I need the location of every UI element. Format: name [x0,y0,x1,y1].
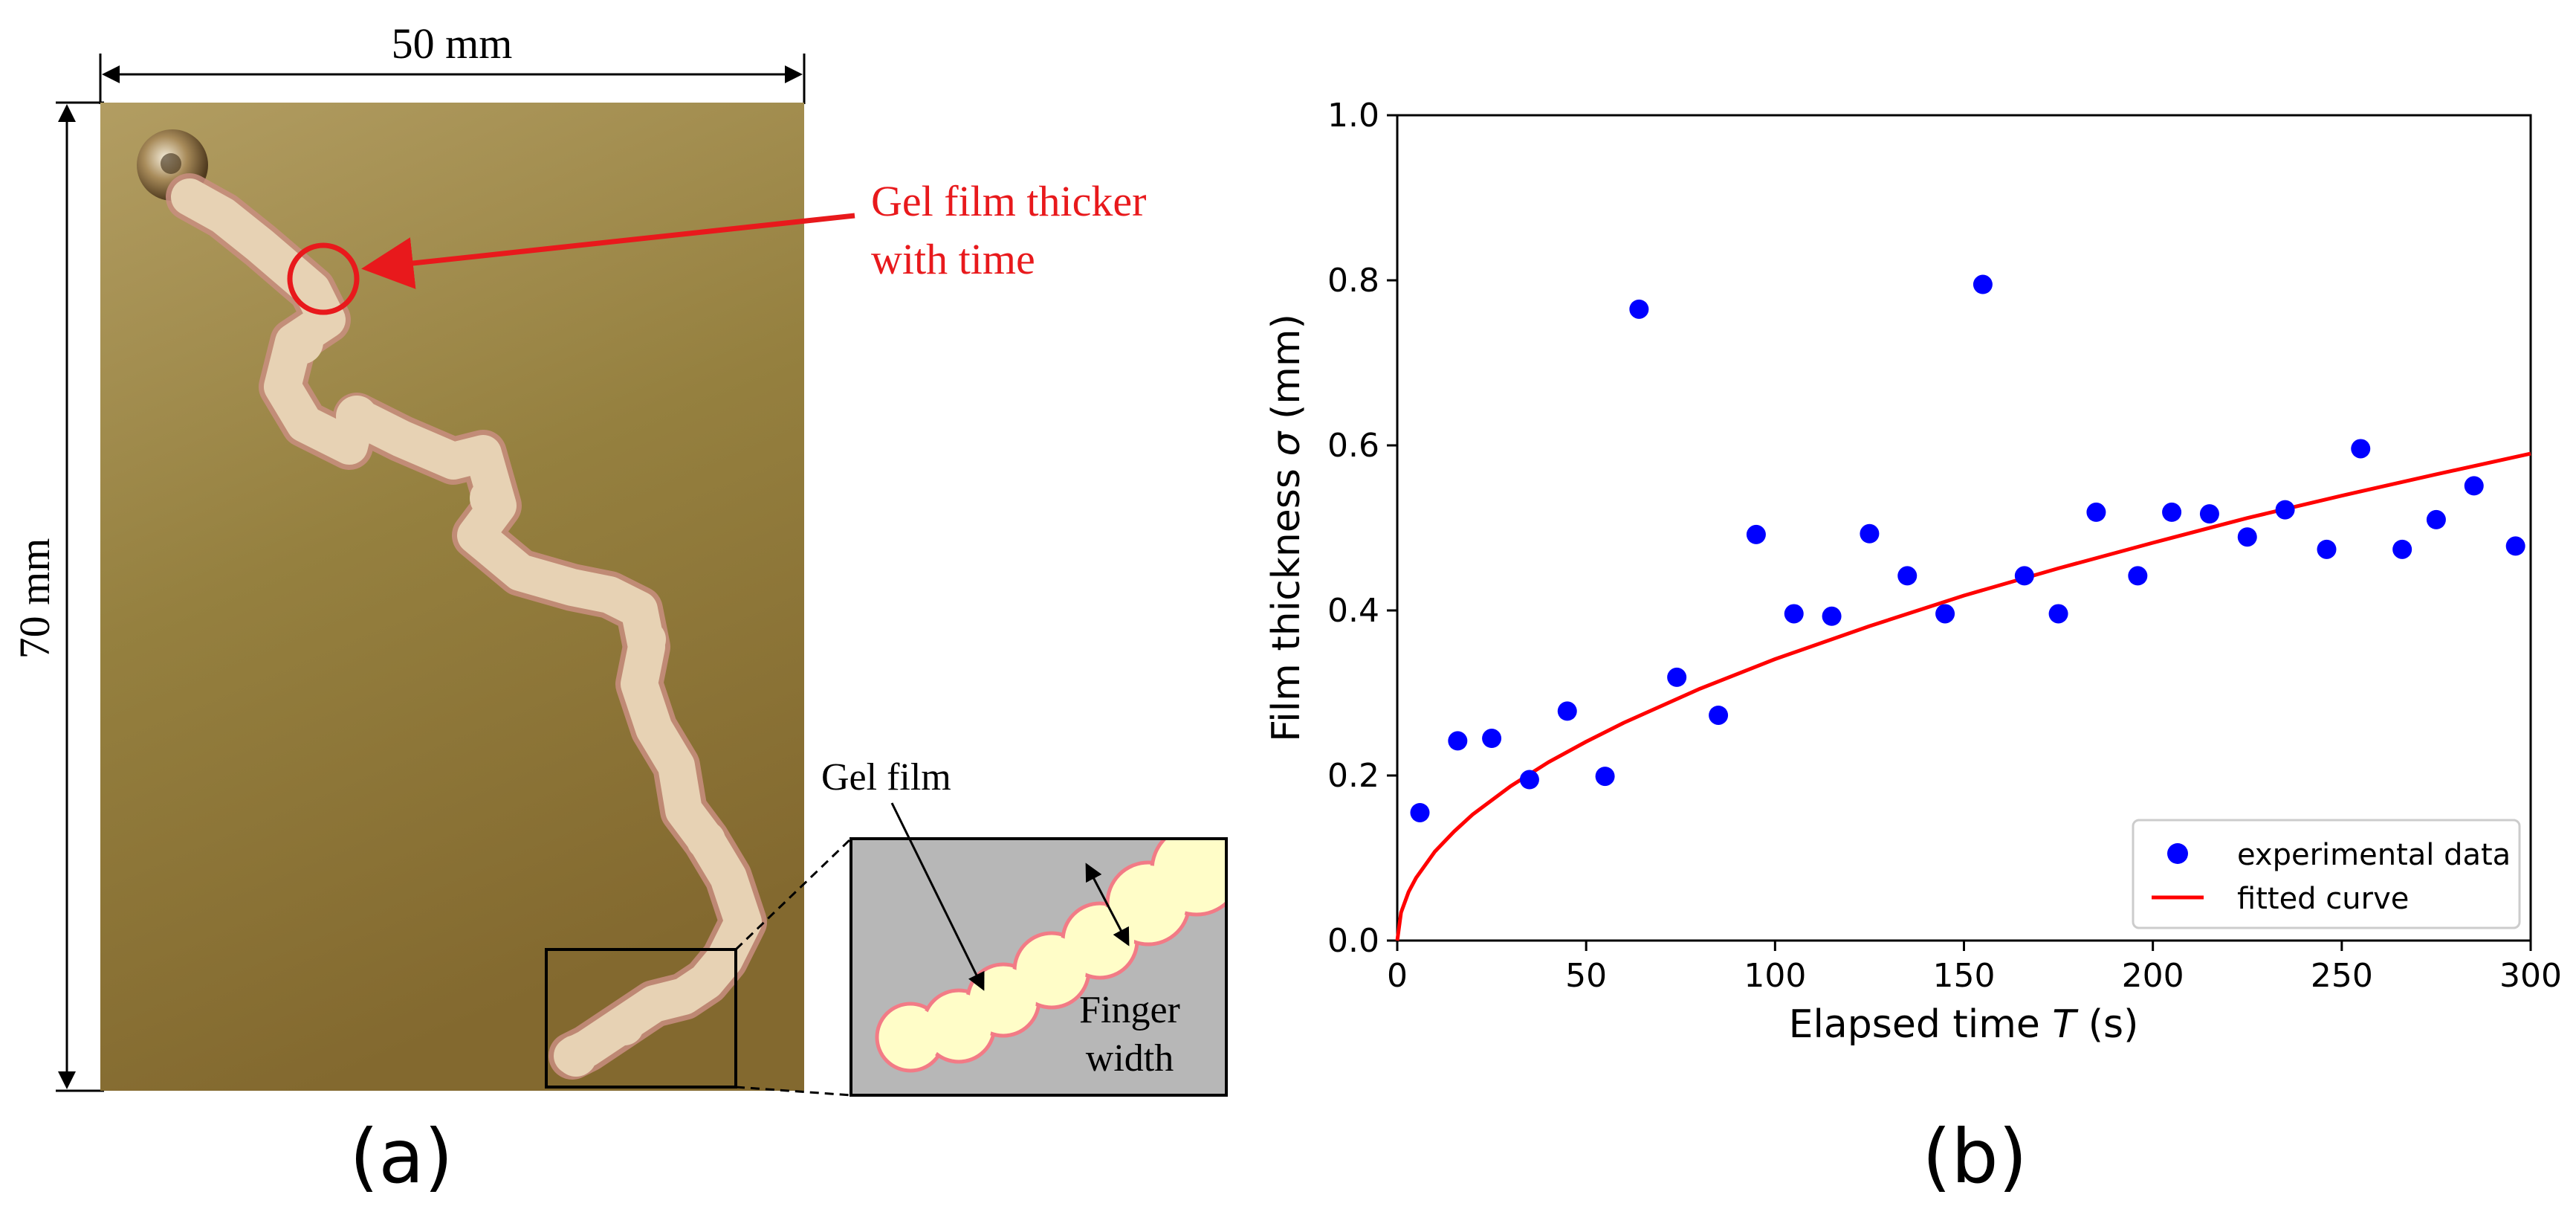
data-point [2426,509,2446,529]
zoom-connector-top [734,837,852,951]
thickening-marker [287,242,360,315]
x-tick-label: 50 [1565,957,1607,995]
annotation-arrow [361,213,855,289]
fitted-curve-line [1395,451,2531,941]
panel-a: 50 mm 70 mm Gel film thicke [10,19,1228,1200]
data-point [2237,527,2257,547]
finger-width-line-1: Finger [1079,989,1180,1031]
width-dimension: 50 mm [99,19,806,104]
annotation-line-1: Gel film thicker [871,177,1146,225]
data-point [1519,770,1539,790]
width-label: 50 mm [392,19,513,68]
x-tick-label: 300 [2499,957,2562,995]
data-point [2351,439,2371,459]
x-tick-label: 150 [1933,957,1996,995]
data-point [2392,539,2412,559]
data-point [2275,500,2295,520]
x-tick-label: 0 [1387,957,1408,995]
sample-photo [100,103,804,1091]
panel-b: 0 50 100 150 200 250 300 0.0 0.2 0.4 0.6 0.8 1.0 El… [1264,97,2562,1200]
annotation-line-2: with time [871,235,1035,283]
data-point [1897,566,1918,586]
gel-film-arrow [890,802,985,991]
data-point [1448,731,1468,751]
data-point [2464,476,2484,496]
data-point [1629,299,1649,319]
data-point [1557,701,1577,721]
y-tick-label: 0.2 [1327,757,1379,795]
y-tick-label: 1.0 [1327,97,1379,135]
height-dimension: 70 mm [10,101,104,1092]
zoom-connector-bottom [735,1086,852,1097]
y-axis: 0.0 0.2 0.4 0.6 0.8 1.0 [1327,97,1397,960]
fitted-curve-layer [1395,451,2531,941]
data-point [1482,729,1502,749]
y-tick-label: 0.8 [1327,262,1379,300]
data-point [1746,524,1766,544]
x-axis-label: Elapsed time T (s) [1789,1002,2139,1047]
x-tick-label: 250 [2311,957,2373,995]
data-point [2128,566,2148,586]
x-tick-label: 100 [1744,957,1806,995]
data-point [1595,767,1615,787]
y-axis-label: Film thickness σ (mm) [1264,314,1309,742]
data-point [1410,802,1430,822]
legend-label-fitted: fitted curve [2237,882,2409,916]
data-point [2199,504,2219,524]
data-point [2505,536,2525,556]
x-axis: 0 50 100 150 200 250 300 [1387,941,2562,995]
viscous-finger [166,173,767,1080]
y-tick-label: 0.0 [1327,922,1379,960]
data-point [2317,539,2337,559]
data-point [2048,604,2068,624]
data-point [1860,523,1880,544]
inset-magnified: Finger width [850,837,1228,1097]
legend-label-experimental: experimental data [2237,838,2511,872]
zoom-box [545,948,737,1089]
height-label: 70 mm [10,538,59,660]
finger-width-arrow [1085,862,1130,947]
data-point [2014,566,2034,586]
gel-film-label: Gel film [821,756,951,799]
y-tick-label: 0.6 [1327,427,1379,465]
data-point [1973,274,1993,294]
data-point [1822,606,1842,626]
plot-area [1396,114,2532,942]
data-point [2162,502,2182,522]
panel-b-label: (b) [1922,1113,2028,1200]
legend-box [2132,819,2521,929]
finger-width-line-2: width [1086,1037,1174,1080]
x-tick-label: 200 [2122,957,2184,995]
data-point [2086,502,2106,522]
legend-marker-experimental [2167,843,2188,864]
data-point [1935,604,1955,624]
data-point [1709,705,1729,725]
data-point [1667,667,1687,687]
legend: experimental data fitted curve [2132,819,2521,929]
panel-a-label: (a) [349,1113,453,1200]
data-points-layer [1410,274,2525,822]
data-point [1784,604,1804,624]
y-tick-label: 0.4 [1327,592,1379,630]
